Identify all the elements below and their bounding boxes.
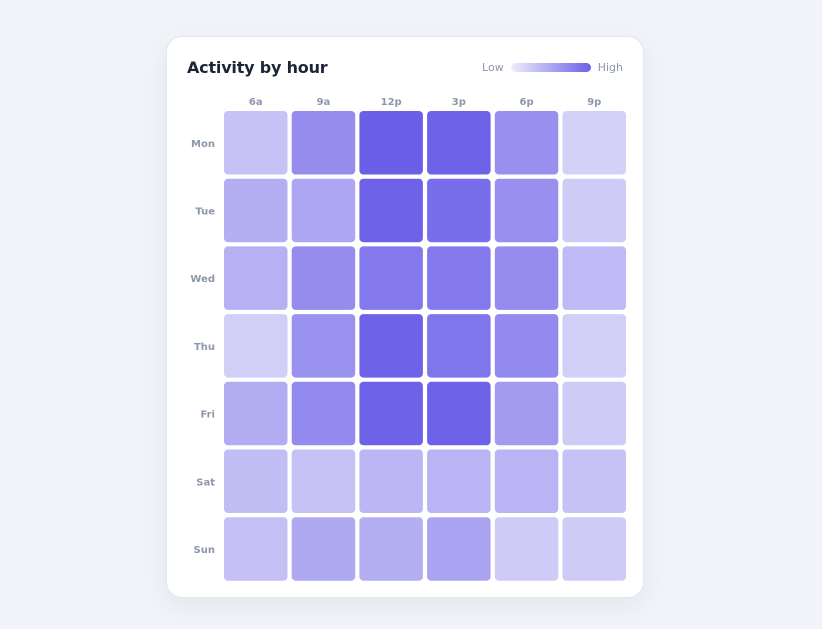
row-label-tue: Tue	[195, 206, 215, 217]
heatmap-cell-sat-9p[interactable]	[562, 449, 627, 514]
row-label-thu: Thu	[194, 342, 215, 353]
heatmap-cell-sun-12p[interactable]	[359, 517, 423, 581]
row-label-sun: Sun	[194, 545, 215, 556]
legend-high-label: High	[597, 61, 623, 74]
column-label-9a: 9a	[317, 97, 331, 108]
column-label-6p: 6p	[519, 97, 533, 108]
row-label-fri: Fri	[200, 410, 215, 421]
heatmap-chart: 6a 9a 12p 3p 6p 9p Mon Tue Wed Thu Fri Sat Sun	[190, 97, 627, 581]
heatmap-cell-mon-9a[interactable]	[291, 111, 356, 175]
legend-low-label: Low	[482, 61, 504, 74]
heatmap-cell-fri-9a[interactable]	[291, 381, 356, 446]
heatmap-cell-tue-9p[interactable]	[562, 178, 627, 243]
row-label-mon: Mon	[191, 139, 215, 150]
heatmap-cell-mon-6p[interactable]	[494, 111, 559, 175]
heatmap-cell-tue-6a[interactable]	[224, 178, 288, 243]
chart-title: Activity by hour	[187, 58, 328, 77]
heatmap-cell-wed-3p[interactable]	[427, 246, 491, 310]
heatmap-cell-sat-9a[interactable]	[291, 449, 356, 514]
heatmap-cell-tue-9a[interactable]	[291, 178, 356, 243]
heatmap-cell-thu-12p[interactable]	[359, 314, 423, 378]
heatmap-cell-fri-6a[interactable]	[224, 381, 288, 446]
heatmap-cell-mon-12p[interactable]	[359, 111, 423, 175]
heatmap-cell-tue-3p[interactable]	[427, 178, 491, 243]
heatmap-cell-sun-6p[interactable]	[494, 517, 559, 581]
heatmap-cell-sat-12p[interactable]	[359, 449, 423, 514]
heatmap-cell-wed-9p[interactable]	[562, 246, 627, 310]
heatmap-cell-thu-3p[interactable]	[427, 314, 491, 378]
heatmap-cell-wed-9a[interactable]	[291, 246, 356, 310]
column-label-3p: 3p	[452, 97, 466, 108]
heatmap-cell-wed-12p[interactable]	[359, 246, 423, 310]
column-label-6a: 6a	[249, 97, 263, 108]
legend-gradient-bar	[510, 63, 591, 72]
heatmap-cell-wed-6a[interactable]	[224, 246, 288, 310]
column-label-9p: 9p	[587, 97, 601, 108]
color-legend: Low High	[482, 61, 623, 74]
heatmap-cell-mon-9p[interactable]	[562, 111, 627, 175]
column-label-12p: 12p	[381, 97, 402, 108]
heatmap-cell-tue-6p[interactable]	[494, 178, 559, 243]
heatmap-cell-fri-3p[interactable]	[427, 381, 491, 446]
heatmap-cell-fri-6p[interactable]	[494, 381, 559, 446]
heatmap-cell-sat-6p[interactable]	[494, 449, 559, 514]
heatmap-cell-sat-6a[interactable]	[224, 449, 288, 514]
heatmap-cell-sun-9a[interactable]	[291, 517, 356, 581]
heatmap-cell-thu-6a[interactable]	[224, 314, 288, 378]
heatmap-cell-sat-3p[interactable]	[427, 449, 491, 514]
heatmap-cell-mon-3p[interactable]	[427, 111, 491, 175]
heatmap-cell-tue-12p[interactable]	[359, 178, 423, 243]
heatmap-cell-sun-9p[interactable]	[562, 517, 627, 581]
heatmap-cell-wed-6p[interactable]	[494, 246, 559, 310]
activity-card: Activity by hour Low High 6a 9a 12p 3p 6p 9p M…	[166, 36, 644, 598]
heatmap-cell-thu-9p[interactable]	[562, 314, 627, 378]
heatmap-cell-fri-9p[interactable]	[562, 381, 627, 446]
row-label-wed: Wed	[190, 274, 215, 285]
heatmap-cell-mon-6a[interactable]	[224, 111, 288, 175]
row-label-sat: Sat	[196, 477, 215, 488]
heatmap-cell-thu-9a[interactable]	[291, 314, 356, 378]
heatmap-cell-thu-6p[interactable]	[494, 314, 559, 378]
heatmap-cell-fri-12p[interactable]	[359, 381, 423, 446]
heatmap-cell-sun-3p[interactable]	[427, 517, 491, 581]
heatmap-cell-sun-6a[interactable]	[224, 517, 288, 581]
